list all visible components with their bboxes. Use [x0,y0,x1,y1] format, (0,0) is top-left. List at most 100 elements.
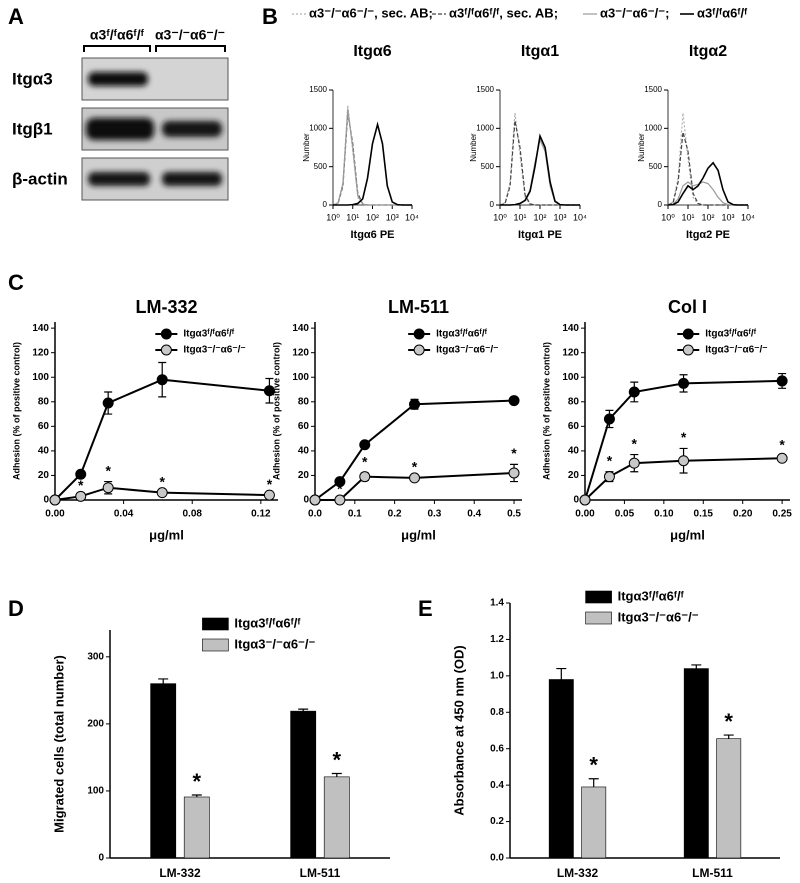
y-axis-label: Number [302,133,311,162]
significance: * [333,747,342,772]
significance: * [193,769,202,794]
x-tick-label: 10³ [386,212,399,222]
blot-row-label: Itgβ1 [12,119,53,138]
x-tick-label: 0.20 [733,509,753,520]
x-tick-label: 0.0 [308,509,322,520]
legend-marker [160,344,172,356]
data-point [49,494,61,506]
x-tick-label: 10⁰ [493,212,507,222]
y-tick-label: 0 [573,495,579,506]
x-tick-label: 0.00 [45,509,65,520]
y-axis-label: Adhesion (% of positive control) [11,342,21,480]
chart-title: Col I [668,297,707,317]
significance: * [105,462,111,478]
x-tick-label: 0.04 [114,509,134,520]
y-tick-label: 60 [38,421,50,432]
x-tick-label: 0.1 [348,509,362,520]
legend-swatch [202,617,229,631]
y-tick-label: 80 [298,396,310,407]
histogram-line [667,161,748,206]
data-point [334,494,346,506]
y-axis-label: Adhesion (% of positive control) [541,342,551,480]
x-axis-label: μg/ml [401,527,436,542]
y-tick-label: 1500 [644,85,662,94]
legend-text: Itgα3ᶠ/ᶠα6ᶠ/ᶠ [234,615,300,630]
x-tick-label: 0.05 [615,509,635,520]
y-axis-label: Number [637,133,646,162]
legend-text: α3⁻/⁻α6⁻/⁻; [600,5,669,20]
x-tick-label: 0.12 [251,509,271,520]
western-blot: α3ᶠ/ᶠα6ᶠ/ᶠ α3⁻/⁻α6⁻/⁻ Itgα3 Itgβ1 β-acti… [12,27,229,201]
y-tick-label: 20 [568,470,580,481]
data-point [75,490,87,502]
significance: * [511,445,517,461]
chart-title: LM-332 [135,297,197,317]
y-tick-label: 120 [562,347,579,358]
x-tick-label: 10² [533,212,546,222]
error-bar [298,708,309,712]
y-tick-label: 40 [568,446,580,457]
legend: α3⁻/⁻α6⁻/⁻, sec. AB; α3ᶠ/ᶠα6ᶠ/ᶠ, sec. AB;… [292,5,747,20]
y-tick-label: 1000 [644,123,662,132]
bar [290,710,317,859]
legend-marker [413,328,425,340]
x-tick-label: 10¹ [513,212,526,222]
bracket [83,45,226,52]
y-tick-label: 500 [481,162,495,171]
x-axis-label: μg/ml [149,527,184,542]
data-point [263,385,275,397]
panel-label: A [8,4,24,29]
data-point [102,397,114,409]
bar [183,796,210,859]
legend-text: Itgα3⁻/⁻α6⁻/⁻ [618,609,699,624]
error-bar [556,667,567,680]
bar [683,668,709,859]
data-point [678,455,690,467]
significance: * [267,476,273,492]
data-point [156,374,168,386]
data-point [508,467,520,479]
x-tick-label: 10¹ [681,212,694,222]
y-tick-label: 0 [490,200,495,209]
data-point [334,476,346,488]
panel-label: B [262,4,278,29]
legend-marker [160,328,172,340]
data-point [409,472,421,484]
x-tick-label: LM-332 [557,866,599,880]
data-point [628,457,640,469]
legend-swatch [585,590,612,604]
y-tick-label: 0 [43,495,49,506]
y-tick-label: 1500 [309,85,327,94]
legend-text: Itgα3⁻/⁻α6⁻/⁻ [183,345,245,356]
error-bar [191,794,202,797]
y-tick-label: 500 [314,162,328,171]
x-tick-label: 0.00 [575,509,595,520]
x-tick-label: 0.5 [507,509,521,520]
x-tick-label: 0.15 [694,509,714,520]
error-bar [723,734,734,739]
chart-title: Itgα1 [521,43,559,60]
x-tick-label: 0.4 [467,509,481,520]
y-tick-label: 0.8 [490,707,504,718]
x-axis-label: Itgα2 PE [686,229,730,241]
x-tick-label: 0.2 [388,509,402,520]
blot-column: α3⁻/⁻α6⁻/⁻ [155,27,225,43]
legend-text: Itgα3⁻/⁻α6⁻/⁻ [705,345,767,356]
y-tick-label: 0.2 [490,816,504,827]
error-bar [588,778,599,787]
y-tick-label: 0 [323,200,328,209]
y-tick-label: 100 [32,372,49,383]
y-tick-label: 100 [562,372,579,383]
significance: * [607,452,613,468]
y-tick-label: 1000 [309,123,327,132]
data-point [603,471,615,483]
x-tick-label: 10⁴ [405,212,419,222]
significance: * [337,481,343,497]
x-tick-label: 10¹ [346,212,359,222]
band [162,121,222,137]
y-tick-label: 1000 [476,123,494,132]
y-tick-label: 140 [32,323,49,334]
bar [581,786,607,859]
error-bar [691,664,702,669]
